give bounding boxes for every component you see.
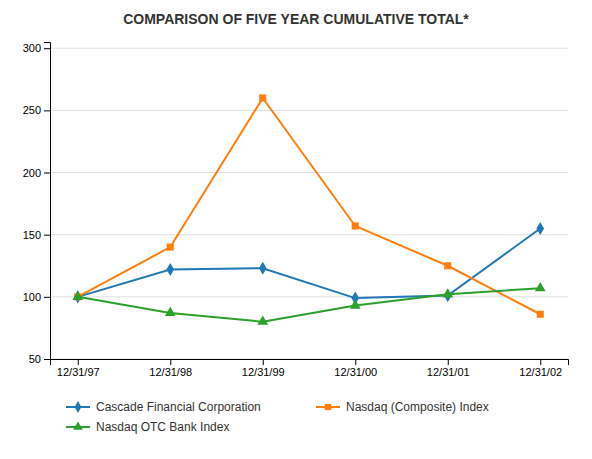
x-tick: 12/31/00: [334, 359, 377, 378]
series-marker: [259, 262, 267, 275]
x-tick: 12/31/97: [57, 359, 100, 378]
y-tick-mark: [44, 173, 50, 174]
legend-item: Cascade Financial Corporation: [66, 400, 261, 414]
series-marker: [72, 291, 83, 300]
y-tick-label: 150: [23, 229, 41, 241]
series-marker: [444, 262, 451, 269]
chart: COMPARISON OF FIVE YEAR CUMULATIVE TOTAL…: [0, 0, 592, 459]
series-marker: [257, 316, 268, 325]
legend-marker: [75, 401, 82, 413]
legend-item: Nasdaq (Composite) Index: [316, 400, 489, 414]
y-axis-line: [44, 43, 51, 360]
y-tick: 100: [23, 291, 50, 303]
legend-label: Nasdaq (Composite) Index: [346, 400, 489, 414]
y-tick-mark: [44, 48, 50, 49]
series-line: [78, 288, 541, 322]
x-tick-label: 12/31/99: [242, 366, 285, 378]
series-marker: [352, 222, 359, 229]
y-tick: 300: [23, 42, 50, 54]
series-marker: [165, 307, 176, 316]
y-tick: 50: [29, 353, 50, 365]
x-tick-label: 12/31/97: [57, 366, 100, 378]
grid-line: [50, 296, 568, 297]
legend-label: Cascade Financial Corporation: [96, 400, 261, 414]
x-tick-mark: [355, 359, 356, 365]
series-marker: [536, 222, 544, 235]
series-line: [78, 228, 541, 298]
legend-label: Nasdaq OTC Bank Index: [96, 420, 229, 434]
x-tick-label: 12/31/01: [427, 366, 470, 378]
series-line: [78, 98, 541, 314]
x-tick-label: 12/31/02: [519, 366, 562, 378]
title: COMPARISON OF FIVE YEAR CUMULATIVE TOTAL…: [123, 11, 469, 27]
x-tick-mark: [448, 359, 449, 365]
legend-marker: [325, 404, 331, 410]
x-tick: 12/31/99: [242, 359, 285, 378]
grid-line: [50, 172, 568, 173]
x-tick-mark: [78, 359, 79, 365]
series-marker: [442, 288, 453, 297]
y-tick-mark: [44, 359, 50, 360]
y-tick: 150: [23, 229, 50, 241]
x-axis-line: [51, 360, 569, 366]
x-tick-mark: [263, 359, 264, 365]
x-tick-mark: [540, 359, 541, 365]
series-marker: [259, 94, 266, 101]
series-marker: [350, 299, 361, 308]
x-tick-mark: [170, 359, 171, 365]
legend-marker: [73, 421, 83, 429]
series-marker: [537, 311, 544, 318]
y-tick-label: 100: [23, 291, 41, 303]
y-tick-mark: [44, 110, 50, 111]
series-group: [72, 94, 545, 324]
y-tick-mark: [44, 235, 50, 236]
y-tick-label: 300: [23, 42, 41, 54]
x-tick: 12/31/01: [427, 359, 470, 378]
series-marker: [535, 282, 546, 291]
x-tick: 12/31/98: [149, 359, 192, 378]
legend: Cascade Financial Corporation Nasdaq (Com…: [66, 400, 489, 434]
y-tick-label: 250: [23, 104, 41, 116]
y-axis: 50 100 150 200 250 300: [23, 42, 51, 365]
plot: 5010015020025030012/31/9712/31/9812/31/9…: [23, 42, 569, 378]
x-tick-label: 12/31/98: [149, 366, 192, 378]
y-tick: 200: [23, 167, 50, 179]
series-marker: [166, 263, 174, 276]
y-tick-label: 50: [29, 353, 41, 365]
x-axis: 12/31/97 12/31/98 12/31/99 12/31/00 12/31/01…: [51, 359, 569, 378]
x-tick-label: 12/31/00: [334, 366, 377, 378]
grid: [50, 48, 568, 359]
series-marker: [167, 244, 174, 251]
legend-item: Nasdaq OTC Bank Index: [66, 420, 229, 434]
grid-line: [50, 110, 568, 111]
y-tick-label: 200: [23, 167, 41, 179]
y-tick-mark: [44, 297, 50, 298]
grid-line: [50, 48, 568, 49]
x-tick: 12/31/02: [519, 359, 562, 378]
y-tick: 250: [23, 104, 50, 116]
grid-line: [50, 234, 568, 235]
